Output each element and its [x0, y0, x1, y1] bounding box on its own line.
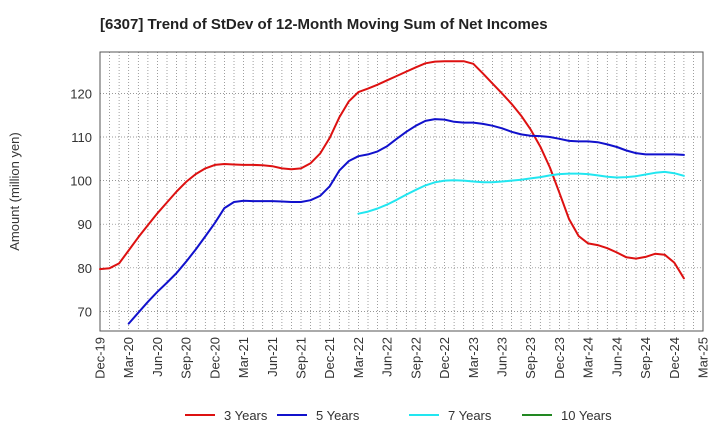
legend-label: 10 Years — [561, 408, 612, 423]
x-tick-label: Mar-24 — [581, 337, 596, 378]
x-tick-label: Dec-21 — [322, 337, 337, 379]
y-tick-label: 110 — [71, 130, 92, 145]
x-tick-label: Dec-24 — [667, 337, 682, 379]
legend-label: 3 Years — [224, 408, 268, 423]
x-tick-label: Jun-21 — [265, 337, 280, 377]
x-tick-label: Dec-23 — [552, 337, 567, 379]
y-tick-label: 80 — [78, 261, 92, 276]
x-tick-label: Dec-19 — [93, 337, 108, 379]
y-tick-label: 90 — [78, 217, 92, 232]
x-tick-label: Mar-23 — [466, 337, 481, 378]
x-tick-label: Sep-21 — [294, 337, 309, 379]
x-tick-label: Sep-22 — [408, 337, 423, 379]
x-tick-label: Mar-25 — [696, 337, 711, 378]
legend-label: 7 Years — [448, 408, 492, 423]
x-tick-label: Mar-20 — [121, 337, 136, 378]
x-tick-label: Jun-20 — [150, 337, 165, 377]
x-tick-label: Sep-20 — [179, 337, 194, 379]
x-tick-label: Mar-21 — [236, 337, 251, 378]
x-tick-label: Jun-24 — [609, 337, 624, 377]
x-tick-label: Dec-20 — [207, 337, 222, 379]
x-tick-label: Jun-22 — [380, 337, 395, 377]
x-tick-label: Sep-23 — [523, 337, 538, 379]
y-tick-label: 100 — [70, 174, 92, 189]
y-axis-label: Amount (million yen) — [7, 132, 22, 251]
y-tick-label: 70 — [78, 304, 92, 319]
x-tick-label: Jun-23 — [495, 337, 510, 377]
x-tick-label: Sep-24 — [638, 337, 653, 379]
series-line-7-years — [357, 170, 685, 215]
plot-frame — [99, 51, 704, 332]
x-tick-label: Dec-22 — [437, 337, 452, 379]
series-line-3-years — [99, 60, 685, 280]
y-tick-label: 120 — [70, 86, 92, 101]
legend-label: 5 Years — [316, 408, 360, 423]
x-tick-label: Mar-22 — [351, 337, 366, 378]
chart-title: [6307] Trend of StDev of 12-Month Moving… — [100, 16, 548, 33]
series-line-5-years — [127, 118, 685, 325]
